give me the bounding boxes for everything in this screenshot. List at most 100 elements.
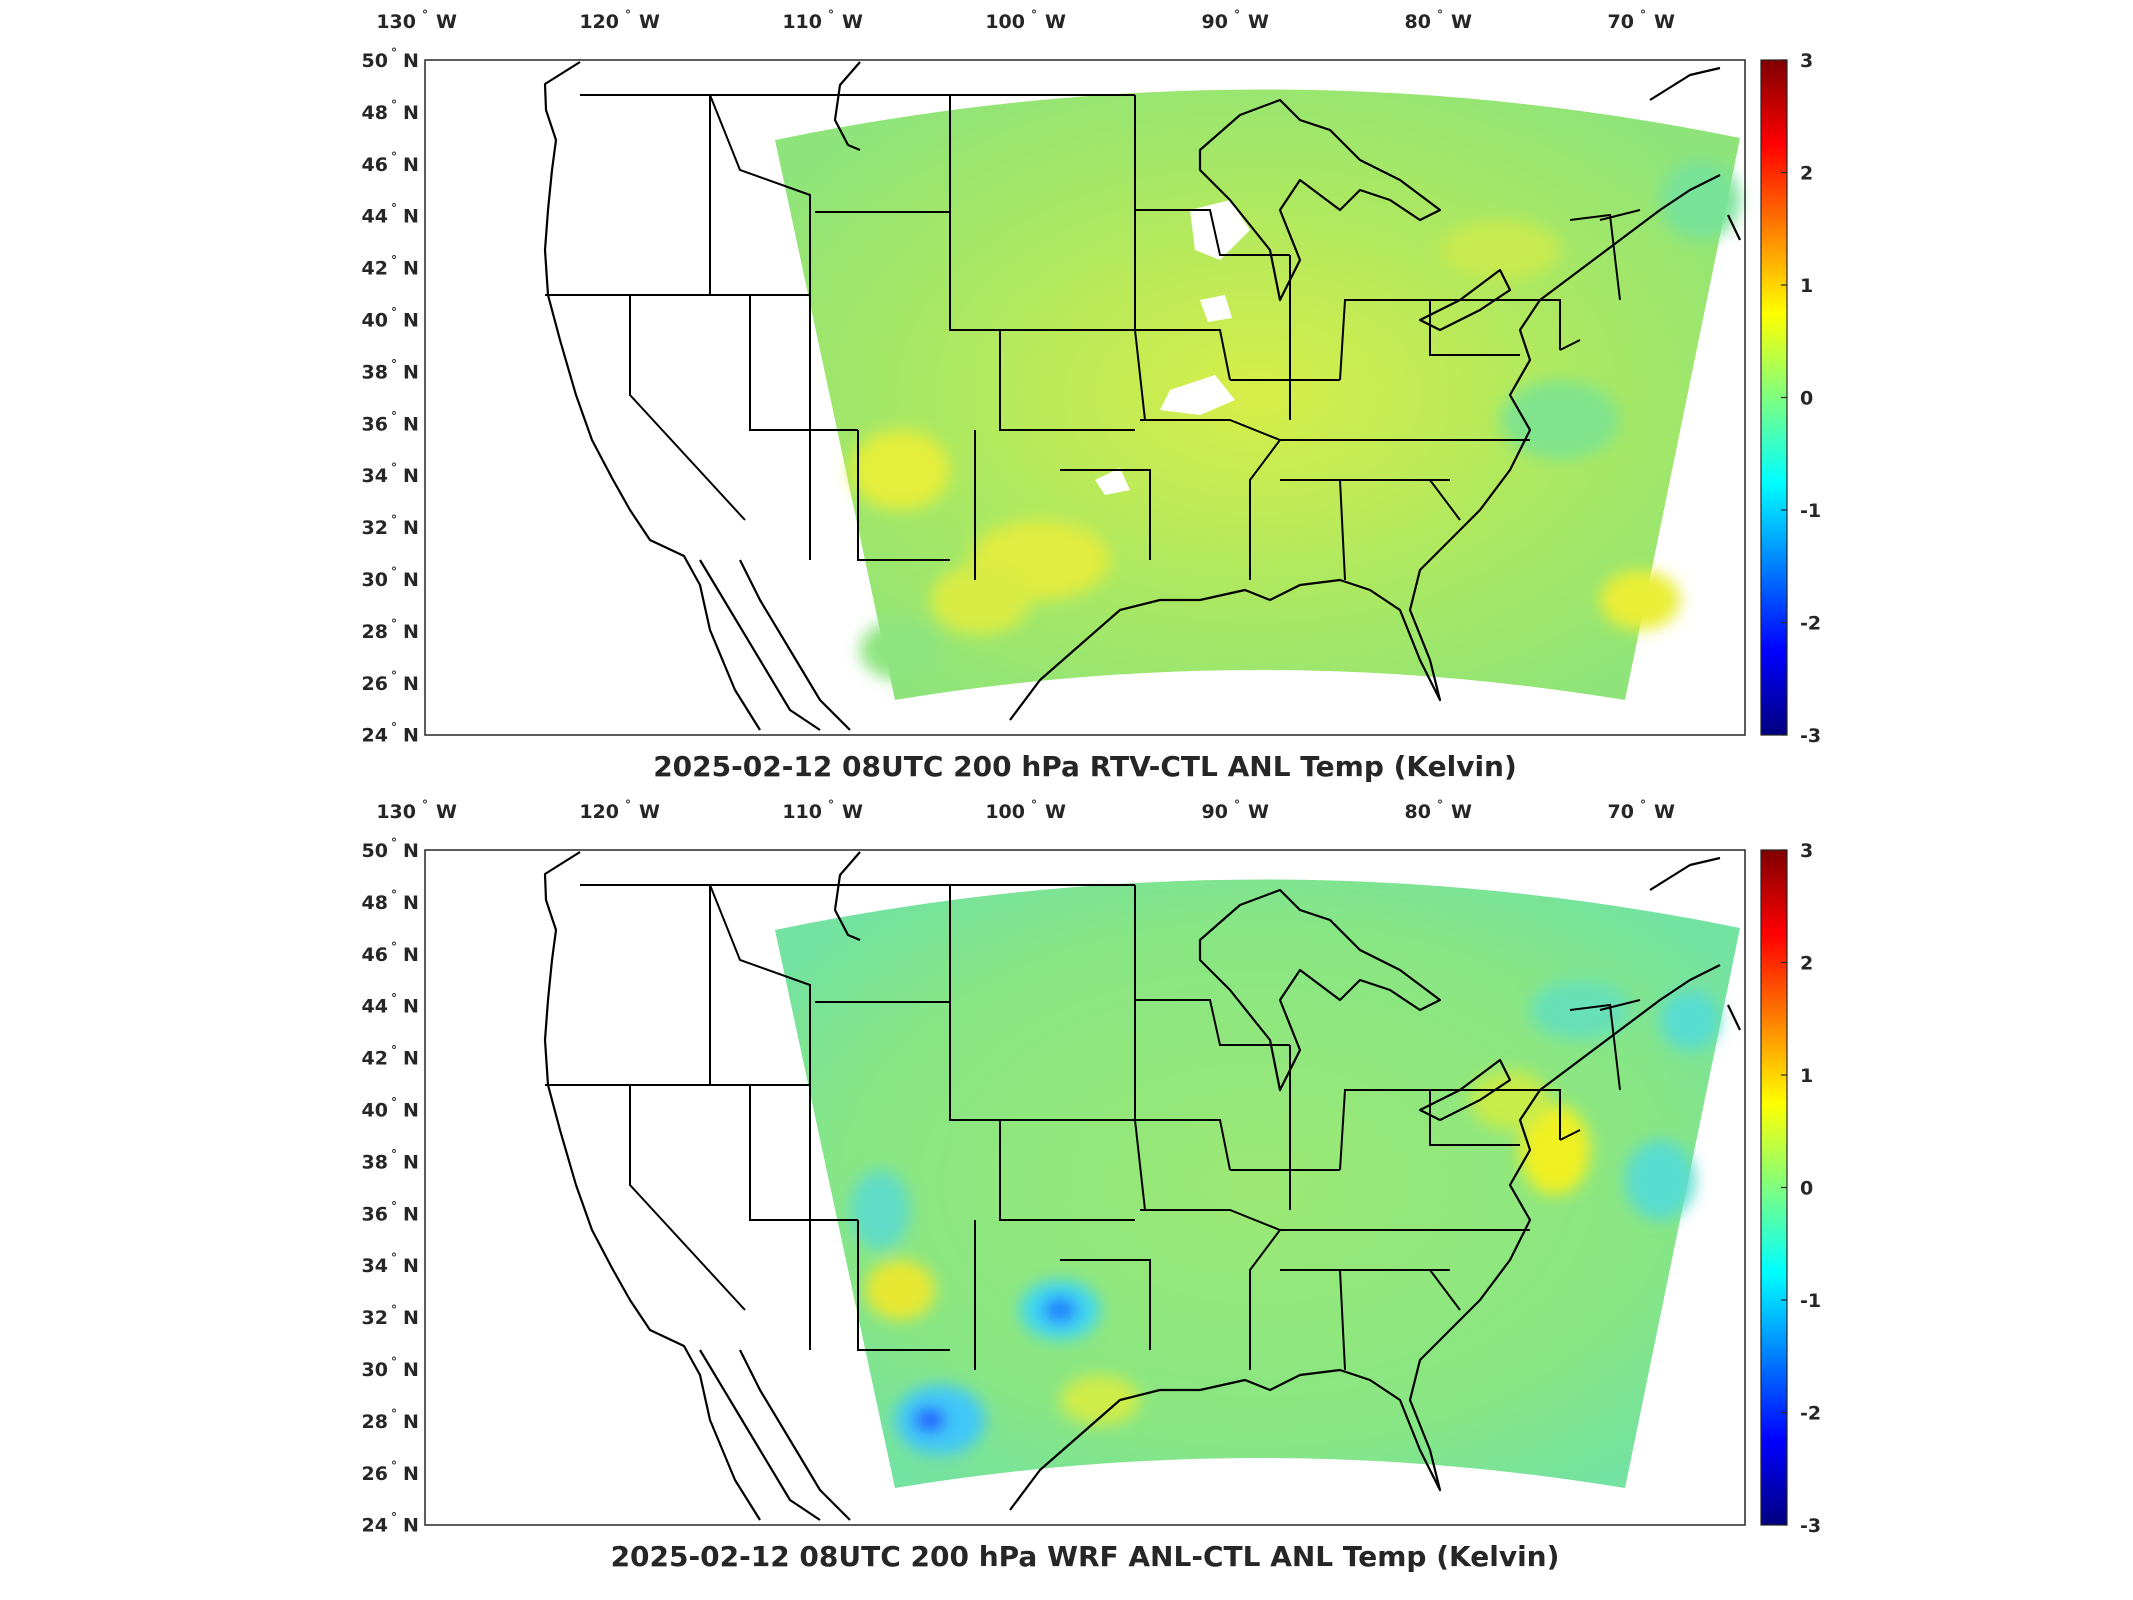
lat-tick-label: 34 ° N <box>362 1251 419 1277</box>
degree-symbol: ° <box>391 617 397 631</box>
lat-tick-label: 50 ° N <box>362 836 419 862</box>
degree-symbol: ° <box>391 409 397 423</box>
missing-data-gaps <box>1095 200 1250 495</box>
lat-tick-value: 36 <box>362 1203 388 1225</box>
lat-tick-label: 46 ° N <box>362 940 419 966</box>
degree-symbol: ° <box>391 1407 397 1421</box>
lat-tick-value: 36 <box>362 413 388 435</box>
degree-symbol: ° <box>391 1199 397 1213</box>
lat-tick-value: 44 <box>362 996 388 1018</box>
panel-title: 2025-02-12 08UTC 200 hPa RTV-CTL ANL Tem… <box>653 750 1517 783</box>
degree-symbol: ° <box>391 669 397 683</box>
panel-rtv-ctl: 130 ° W 120 ° W 110 ° W 100 ° W 90 ° W 80 ° W 70 ° W 50 ° N48 °… <box>362 8 1822 783</box>
lat-tick-label: 48 ° N <box>362 888 419 914</box>
lat-tick-label: 38 ° N <box>362 357 419 383</box>
colorbar-tick-label: -2 <box>1800 613 1821 635</box>
degree-symbol: ° <box>1234 8 1240 22</box>
colorbar-tick-label: 0 <box>1800 1178 1813 1200</box>
colorbar-tick-label: 0 <box>1800 388 1813 410</box>
lon-tick-value: 70 <box>1608 11 1634 33</box>
lon-tick-label: 100 ° W <box>985 798 1066 823</box>
degree-symbol: ° <box>391 461 397 475</box>
lat-tick-label: 36 ° N <box>362 1199 419 1225</box>
lat-hemisphere: N <box>403 673 419 695</box>
panel-title: 2025-02-12 08UTC 200 hPa WRF ANL-CTL ANL… <box>611 1540 1560 1573</box>
lat-tick-value: 26 <box>362 1463 388 1485</box>
lon-tick-value: 80 <box>1405 11 1431 33</box>
lat-tick-value: 38 <box>362 361 388 383</box>
lon-tick-label: 70 ° W <box>1608 8 1675 33</box>
lat-tick-value: 50 <box>362 50 388 72</box>
degree-symbol: ° <box>391 888 397 902</box>
colorbar-tick-label: -1 <box>1800 1290 1821 1312</box>
lat-hemisphere: N <box>403 1411 419 1433</box>
lon-hemisphere: W <box>1451 801 1472 823</box>
lat-hemisphere: N <box>403 725 419 747</box>
state-borders <box>545 94 1641 581</box>
lat-tick-label: 36 ° N <box>362 409 419 435</box>
lat-tick-label: 48 ° N <box>362 98 419 124</box>
lon-tick-value: 120 <box>579 801 619 823</box>
lon-hemisphere: W <box>436 801 457 823</box>
lat-tick-value: 24 <box>362 1515 388 1537</box>
lon-hemisphere: W <box>1248 801 1269 823</box>
lat-hemisphere: N <box>403 1048 419 1070</box>
lon-tick-label: 90 ° W <box>1202 798 1269 823</box>
lat-tick-value: 46 <box>362 154 388 176</box>
lon-tick-label: 110 ° W <box>782 8 863 33</box>
lat-tick-label: 28 ° N <box>362 1407 419 1433</box>
lat-tick-label: 24 ° N <box>362 1511 419 1537</box>
lon-hemisphere: W <box>436 11 457 33</box>
lat-tick-value: 40 <box>362 1100 388 1122</box>
lat-hemisphere: N <box>403 102 419 124</box>
lat-hemisphere: N <box>403 1307 419 1329</box>
degree-symbol: ° <box>391 1355 397 1369</box>
degree-symbol: ° <box>391 1096 397 1110</box>
anomaly-patches <box>850 980 1720 1455</box>
lat-hemisphere: N <box>403 996 419 1018</box>
degree-symbol: ° <box>625 8 631 22</box>
lat-tick-value: 32 <box>362 517 388 539</box>
lat-hemisphere: N <box>403 517 419 539</box>
lat-tick-value: 34 <box>362 1255 388 1277</box>
lat-tick-value: 42 <box>362 1048 388 1070</box>
lat-tick-value: 32 <box>362 1307 388 1329</box>
lat-tick-label: 46 ° N <box>362 150 419 176</box>
lon-tick-value: 120 <box>579 11 619 33</box>
degree-symbol: ° <box>828 798 834 812</box>
lat-tick-label: 30 ° N <box>362 1355 419 1381</box>
lat-tick-label: 24 ° N <box>362 721 419 747</box>
degree-symbol: ° <box>391 46 397 60</box>
lat-tick-value: 24 <box>362 725 388 747</box>
degree-symbol: ° <box>391 1044 397 1058</box>
lon-tick-label: 70 ° W <box>1608 798 1675 823</box>
lon-hemisphere: W <box>842 801 863 823</box>
degree-symbol: ° <box>1031 8 1037 22</box>
degree-symbol: ° <box>1437 8 1443 22</box>
degree-symbol: ° <box>422 8 428 22</box>
lat-hemisphere: N <box>403 840 419 862</box>
longitude-ticks: 130 ° W 120 ° W 110 ° W 100 ° W 90 ° W 80 ° W 70 ° W <box>376 798 1675 823</box>
lat-tick-value: 26 <box>362 673 388 695</box>
lat-tick-value: 28 <box>362 1411 388 1433</box>
colorbar-tick-label: -3 <box>1800 1515 1821 1537</box>
degree-symbol: ° <box>391 202 397 216</box>
lat-tick-value: 40 <box>362 310 388 332</box>
lat-tick-label: 38 ° N <box>362 1147 419 1173</box>
lat-tick-label: 30 ° N <box>362 565 419 591</box>
lon-hemisphere: W <box>1045 11 1066 33</box>
lat-tick-label: 42 ° N <box>362 254 419 280</box>
degree-symbol: ° <box>391 150 397 164</box>
degree-symbol: ° <box>1437 798 1443 812</box>
lon-hemisphere: W <box>639 11 660 33</box>
lat-tick-value: 30 <box>362 569 388 591</box>
colorbar-tick-label: 1 <box>1800 1065 1813 1087</box>
lat-tick-value: 50 <box>362 840 388 862</box>
lat-hemisphere: N <box>403 413 419 435</box>
degree-symbol: ° <box>391 1147 397 1161</box>
coastlines <box>543 851 1741 1521</box>
lat-hemisphere: N <box>403 1151 419 1173</box>
lat-tick-label: 26 ° N <box>362 1459 419 1485</box>
latitude-ticks: 50 ° N48 ° N46 ° N44 ° N42 ° N40 ° N38 ° N36 ° N34 ° N32 ° N… <box>362 836 419 1537</box>
degree-symbol: ° <box>1234 798 1240 812</box>
